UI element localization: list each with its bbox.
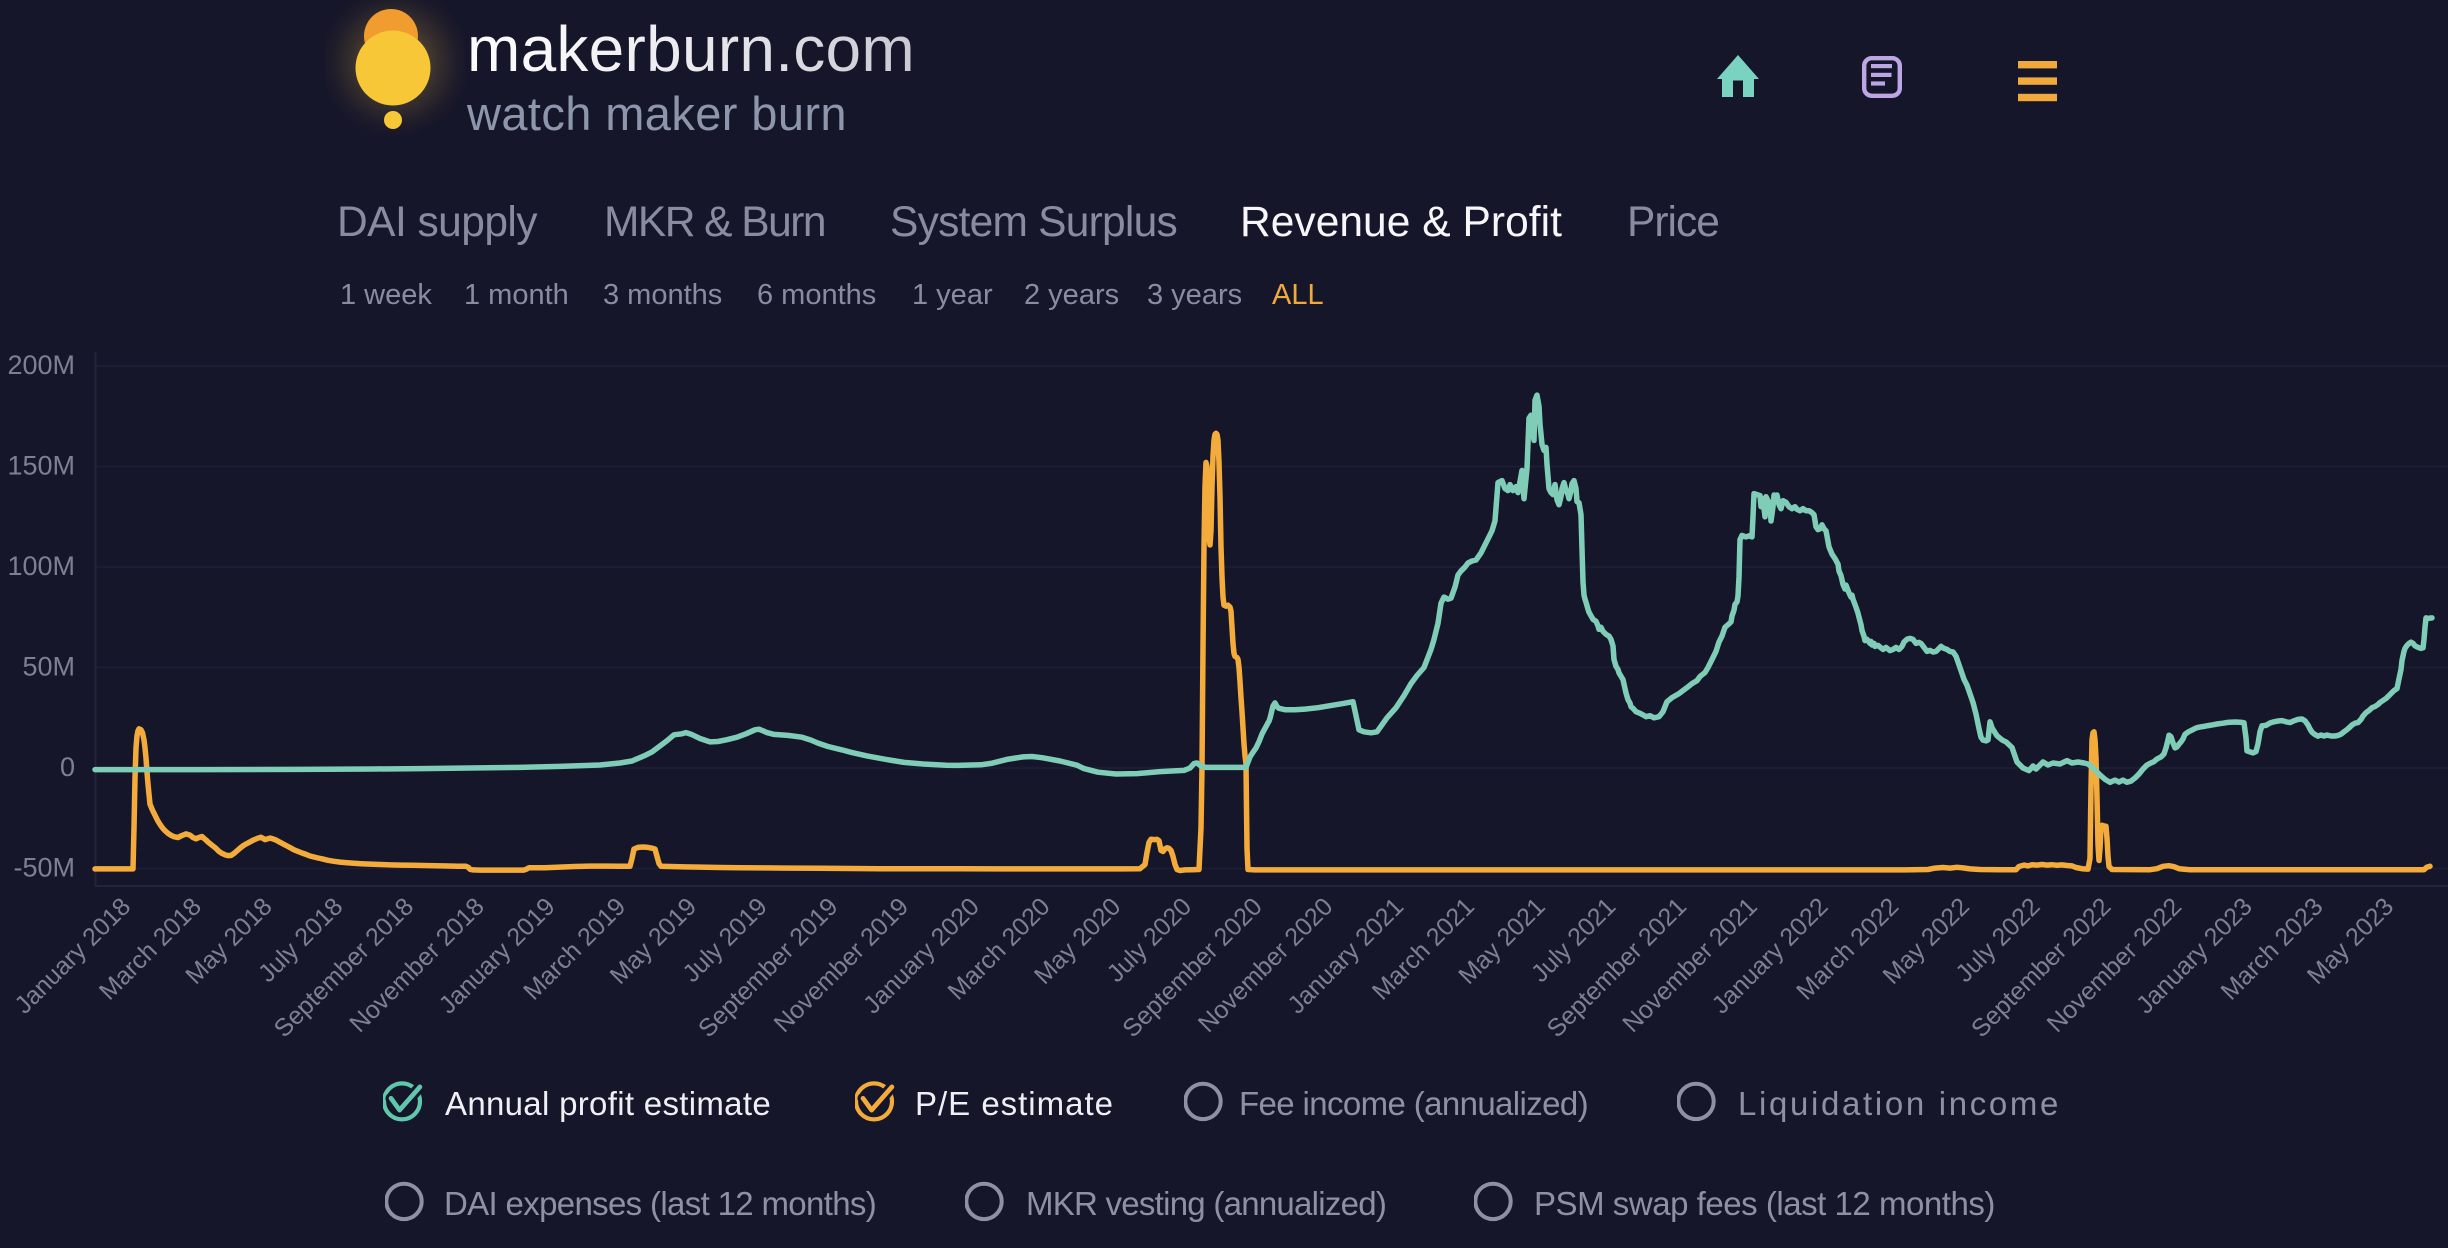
svg-text:0: 0: [60, 752, 75, 782]
svg-text:-50M: -50M: [13, 853, 75, 883]
svg-text:50M: 50M: [22, 652, 75, 682]
svg-text:150M: 150M: [7, 451, 75, 481]
svg-text:100M: 100M: [7, 551, 75, 581]
svg-text:200M: 200M: [7, 350, 75, 380]
